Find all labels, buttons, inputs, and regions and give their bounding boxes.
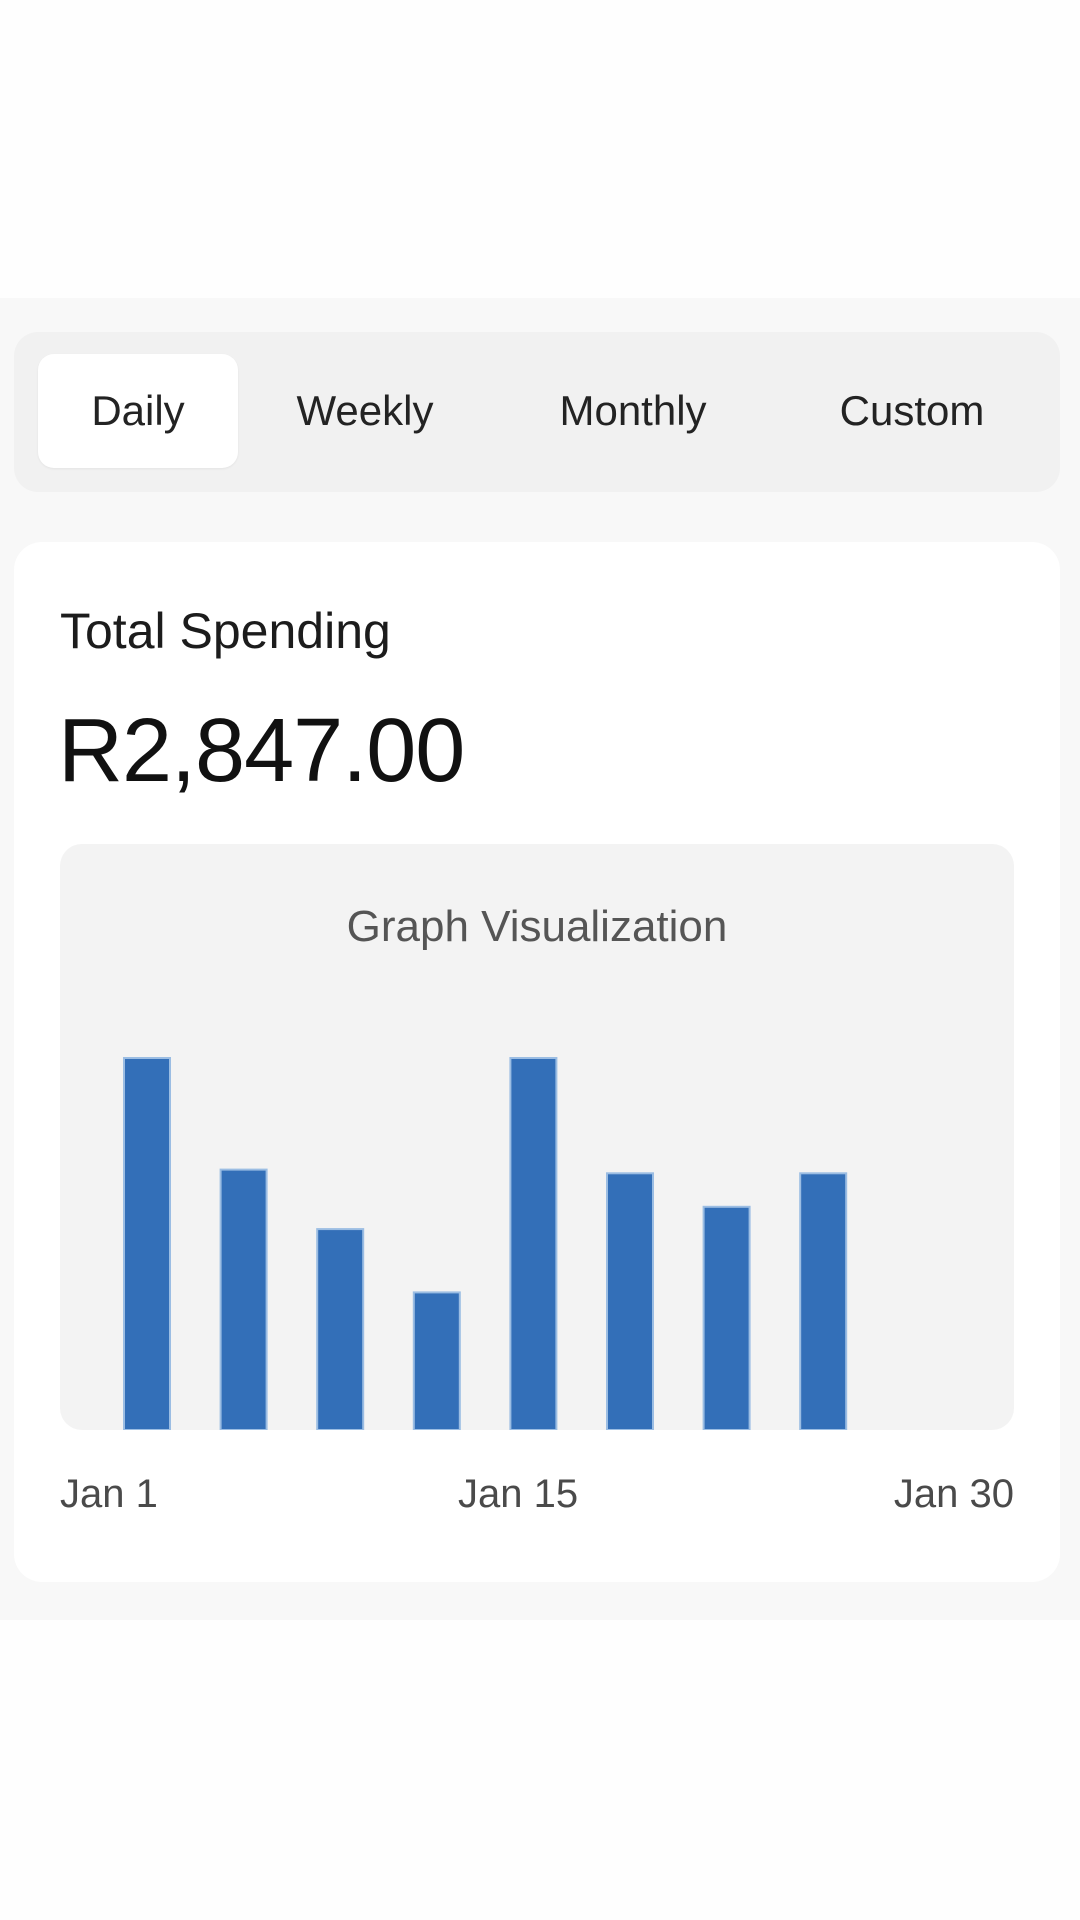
x-axis-label-end: Jan 30	[893, 1472, 1014, 1516]
tab-weekly[interactable]: Weekly	[296, 387, 434, 434]
total-amount: R2,847.00	[58, 701, 465, 801]
chart-bar-7	[702, 1205, 751, 1430]
chart-bar-6	[606, 1172, 654, 1430]
chart-bar-1	[123, 1057, 171, 1430]
spending-card: Total Spending R2,847.00 Graph Visualiza…	[14, 542, 1060, 1582]
chart-bar-5	[509, 1057, 558, 1430]
bar-chart-svg	[123, 1057, 848, 1430]
bottom-blank-area	[0, 1620, 1080, 1920]
chart-bar-3	[316, 1228, 365, 1430]
card-title: Total Spending	[60, 603, 391, 659]
tab-custom[interactable]: Custom	[839, 387, 985, 434]
x-axis-label-start: Jan 1	[60, 1472, 158, 1516]
period-tabs: Daily Weekly Monthly Custom	[14, 332, 1060, 492]
spending-chart: Graph Visualization	[60, 844, 1014, 1430]
tab-daily[interactable]: Daily	[38, 354, 238, 468]
chart-bar-2	[219, 1168, 268, 1430]
x-axis-label-mid: Jan 15	[458, 1472, 579, 1516]
graph-placeholder-label: Graph Visualization	[346, 902, 728, 951]
chart-bar-8	[799, 1172, 848, 1430]
top-blank-area	[0, 0, 1080, 298]
chart-bar-4	[412, 1291, 461, 1430]
tab-monthly[interactable]: Monthly	[559, 387, 707, 434]
spending-section: Daily Weekly Monthly Custom Total Spendi…	[0, 298, 1080, 1620]
